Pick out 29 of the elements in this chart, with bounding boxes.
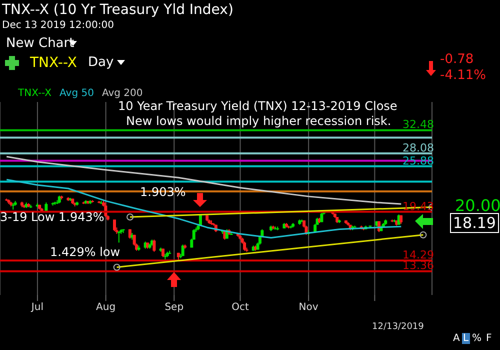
text: Day bbox=[88, 55, 114, 70]
y-tick-label: 14.29 bbox=[402, 248, 434, 262]
text: F bbox=[486, 333, 492, 344]
annotation: New lows would imply higher recession risk. bbox=[126, 114, 392, 128]
text: 20.00 bbox=[455, 196, 500, 215]
x-tick-label: Sep bbox=[164, 302, 184, 314]
text: Avg 200 bbox=[102, 88, 143, 99]
text: 12/13/2019 bbox=[372, 322, 424, 332]
chart-title: TNX--X (10 Yr Treasury Yld Index) bbox=[2, 2, 234, 18]
annotation: 3-19 Low 1.943% bbox=[0, 210, 104, 224]
annotation: 10 Year Treasury Yield (TNX) 12-13-2019 Close bbox=[118, 99, 398, 113]
y-tick-label: 28.08 bbox=[402, 141, 434, 154]
text: -0.78 bbox=[440, 52, 474, 67]
text: 18.19 bbox=[450, 213, 499, 233]
annotation: 1.429% low bbox=[50, 245, 120, 259]
text: % bbox=[472, 333, 482, 344]
text: TNX--X bbox=[18, 88, 52, 99]
y-tick-label: 32.48 bbox=[402, 118, 434, 132]
text: L bbox=[462, 333, 470, 344]
x-tick-label: Nov bbox=[298, 302, 318, 314]
chart-subtitle: Dec 13 2019 12:00:00 bbox=[2, 20, 114, 31]
x-tick-label: Aug bbox=[96, 302, 116, 314]
text: New Chart bbox=[6, 36, 74, 51]
text: -4.11% bbox=[440, 68, 486, 83]
x-tick-label: Oct bbox=[232, 302, 249, 314]
text: A bbox=[453, 333, 460, 344]
text: Avg 50 bbox=[60, 88, 94, 99]
x-tick-label: Jul bbox=[30, 302, 44, 314]
text: TNX--X bbox=[30, 55, 77, 71]
